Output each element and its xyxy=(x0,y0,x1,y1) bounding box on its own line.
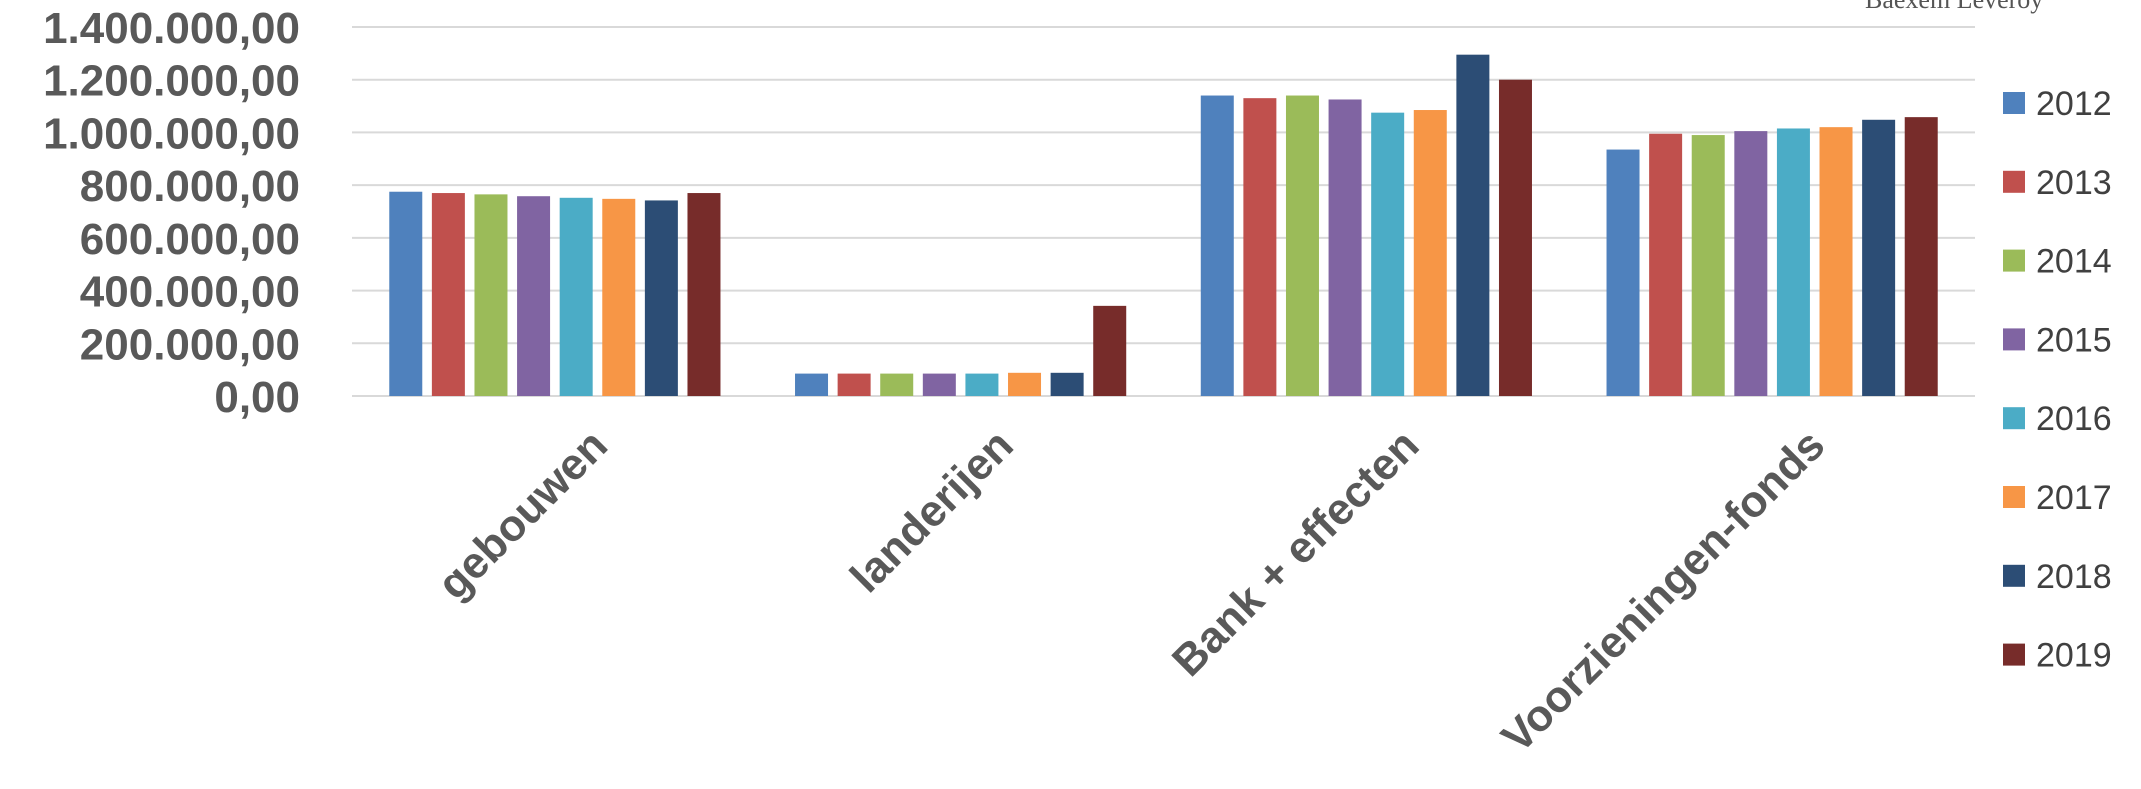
legend: 2012 2013 2014 2015 2016 2017 2018 2019 xyxy=(2003,85,2112,675)
bar-2013 xyxy=(1243,98,1277,397)
legend-swatch xyxy=(2003,328,2025,351)
bar-2014 xyxy=(1691,135,1725,397)
bar-2016 xyxy=(965,373,999,396)
legend-label: 2013 xyxy=(2036,164,2112,202)
bar-2018 xyxy=(1456,54,1490,397)
legend-label: 2016 xyxy=(2036,400,2112,438)
y-axis-ticks: 0,00200.000,00400.000,00600.000,00800.00… xyxy=(43,4,300,422)
x-category-label: landerijen xyxy=(841,420,1023,602)
bar-2014 xyxy=(880,373,914,396)
bar-2015 xyxy=(922,373,956,396)
legend-label: 2019 xyxy=(2036,637,2112,675)
legend-label: 2014 xyxy=(2036,243,2112,281)
bar-2017 xyxy=(602,198,636,396)
legend-swatch xyxy=(2003,407,2025,430)
legend-label: 2015 xyxy=(2036,321,2112,359)
bars xyxy=(389,54,1938,397)
bar-2012 xyxy=(1606,149,1640,396)
legend-swatch xyxy=(2003,170,2025,193)
y-tick-label: 400.000,00 xyxy=(80,268,300,317)
bar-2014 xyxy=(474,194,508,396)
bar-2013 xyxy=(431,193,465,396)
bar-2015 xyxy=(517,196,551,396)
bar-2015 xyxy=(1734,131,1768,396)
bar-2017 xyxy=(1008,372,1042,396)
bar-2013 xyxy=(837,373,871,396)
bar-2019 xyxy=(1093,305,1127,396)
bar-2014 xyxy=(1285,95,1319,397)
x-category-label: Bank + effecten xyxy=(1163,420,1428,685)
y-tick-label: 1.000.000,00 xyxy=(43,109,300,158)
legend-label: 2018 xyxy=(2036,558,2112,596)
y-tick-label: 1.200.000,00 xyxy=(43,57,300,106)
bar-2012 xyxy=(795,373,829,396)
y-tick-label: 1.400.000,00 xyxy=(43,4,300,53)
y-tick-label: 0,00 xyxy=(214,373,300,422)
clipped-header-text: Baexem Leveroy xyxy=(1865,0,2043,14)
y-tick-label: 800.000,00 xyxy=(80,162,300,211)
legend-swatch xyxy=(2003,486,2025,508)
x-category-label: gebouwen xyxy=(428,420,616,608)
bar-2017 xyxy=(1819,127,1853,397)
bar-2018 xyxy=(1862,119,1896,396)
bar-2016 xyxy=(1776,128,1810,396)
bar-2012 xyxy=(389,191,423,396)
legend-swatch xyxy=(2003,564,2025,587)
bar-2013 xyxy=(1649,133,1683,396)
legend-swatch xyxy=(2003,249,2025,272)
bar-2019 xyxy=(687,193,721,396)
legend-swatch xyxy=(2003,92,2025,114)
bar-2015 xyxy=(1328,99,1362,396)
bar-2018 xyxy=(644,200,678,396)
bar-2012 xyxy=(1200,95,1234,397)
bar-2017 xyxy=(1413,110,1447,397)
x-axis-labels: gebouwen landerijen Bank + effecten Voorzie… xyxy=(428,420,1834,762)
y-tick-label: 200.000,00 xyxy=(80,320,300,369)
legend-swatch xyxy=(2003,643,2025,666)
bar-2016 xyxy=(559,197,593,396)
bar-2018 xyxy=(1050,372,1084,396)
clipped-header: Baexem Leveroy xyxy=(1865,0,2043,14)
y-tick-label: 600.000,00 xyxy=(80,215,300,264)
bar-2019 xyxy=(1904,117,1938,397)
gridlines xyxy=(352,26,1975,397)
x-category-label: Voorzieningen-fonds xyxy=(1492,420,1834,762)
legend-label: 2017 xyxy=(2036,479,2112,517)
bar-2019 xyxy=(1498,79,1532,396)
bar-2016 xyxy=(1371,112,1405,397)
legend-label: 2012 xyxy=(2036,85,2112,123)
